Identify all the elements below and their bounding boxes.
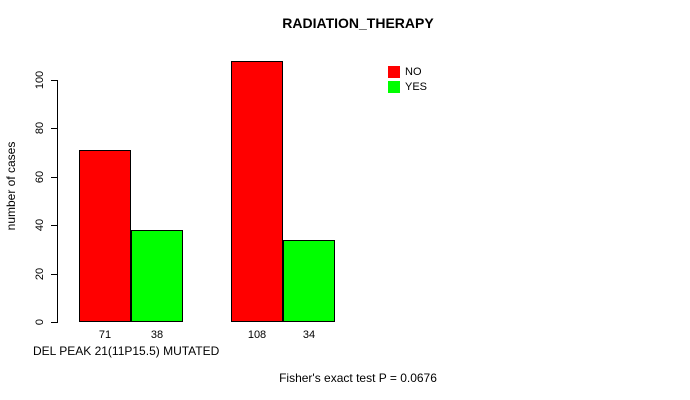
y-axis-tick (51, 80, 57, 81)
bar-value-label: 71 (98, 329, 112, 341)
legend-item-no: NO (388, 64, 427, 79)
y-axis-tick (51, 322, 57, 323)
bar-value-label: 108 (247, 329, 267, 341)
legend-label-no: NO (405, 65, 422, 78)
y-axis-tick-label: 20 (34, 267, 46, 281)
y-axis-tick (51, 225, 57, 226)
y-axis-line (57, 80, 58, 323)
legend-item-yes: YES (388, 79, 427, 94)
y-axis-tick-label: 100 (34, 70, 46, 90)
y-axis-tick (51, 274, 57, 275)
chart-title: RADIATION_THERAPY (282, 15, 434, 31)
y-axis-tick (51, 177, 57, 178)
bar-value-label: 38 (150, 329, 164, 341)
bar-yes-group2 (283, 240, 335, 322)
legend-swatch-no (388, 65, 400, 78)
bar-no-group1 (79, 150, 131, 322)
y-axis-tick-label: 0 (34, 318, 46, 326)
y-axis-tick (51, 128, 57, 129)
bar-yes-group1 (131, 230, 183, 322)
y-axis-tick-label: 80 (34, 121, 46, 135)
y-axis-tick-label: 40 (34, 218, 46, 232)
legend: NO YES (388, 64, 427, 94)
y-axis-tick-label: 60 (34, 170, 46, 184)
bar-no-group2 (231, 61, 283, 322)
bar-value-label: 34 (302, 329, 316, 341)
fisher-test-annotation: Fisher's exact test P = 0.0676 (279, 371, 437, 385)
legend-label-yes: YES (405, 80, 428, 93)
y-axis-label: number of cases (4, 141, 18, 231)
legend-swatch-yes (388, 80, 400, 93)
x-axis-label: DEL PEAK 21(11P15.5) MUTATED (33, 344, 220, 358)
